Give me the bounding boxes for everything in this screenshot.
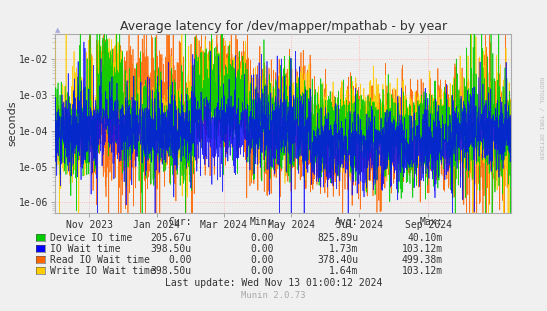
Text: 398.50u: 398.50u [150,266,191,276]
Text: Last update: Wed Nov 13 01:00:12 2024: Last update: Wed Nov 13 01:00:12 2024 [165,278,382,288]
Text: Device IO time: Device IO time [50,233,132,243]
Text: 1.64m: 1.64m [329,266,358,276]
Text: 205.67u: 205.67u [150,233,191,243]
Text: Avg:: Avg: [335,217,358,227]
Text: IO Wait time: IO Wait time [50,244,121,254]
Text: Write IO Wait time: Write IO Wait time [50,266,156,276]
Title: Average latency for /dev/mapper/mpathab - by year: Average latency for /dev/mapper/mpathab … [119,20,447,33]
Text: 825.89u: 825.89u [317,233,358,243]
Y-axis label: seconds: seconds [7,101,17,146]
Text: 40.10m: 40.10m [408,233,443,243]
Text: 1.73m: 1.73m [329,244,358,254]
Text: 0.00: 0.00 [250,266,274,276]
Text: Cur:: Cur: [168,217,191,227]
Text: 0.00: 0.00 [250,255,274,265]
Text: Min:: Min: [250,217,274,227]
Text: 0.00: 0.00 [168,255,191,265]
Text: 378.40u: 378.40u [317,255,358,265]
Text: 499.38m: 499.38m [402,255,443,265]
Text: RRDTOOL / TOBI OETIKER: RRDTOOL / TOBI OETIKER [538,77,543,160]
Text: Munin 2.0.73: Munin 2.0.73 [241,291,306,300]
Text: 103.12m: 103.12m [402,266,443,276]
Text: 398.50u: 398.50u [150,244,191,254]
Text: 0.00: 0.00 [250,233,274,243]
Text: Max:: Max: [420,217,443,227]
Text: ▲: ▲ [55,28,60,34]
Text: 103.12m: 103.12m [402,244,443,254]
Text: 0.00: 0.00 [250,244,274,254]
Text: Read IO Wait time: Read IO Wait time [50,255,150,265]
